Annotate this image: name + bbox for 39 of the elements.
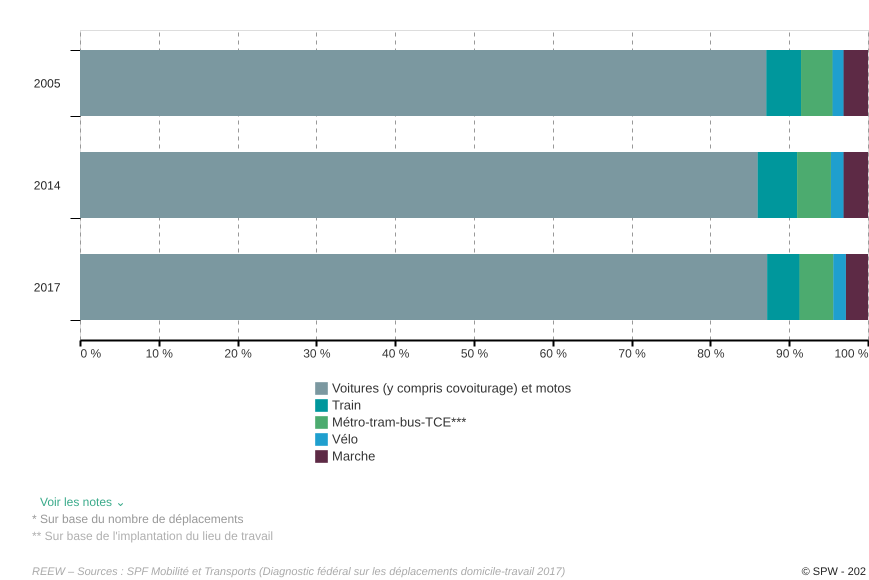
bar: [830, 152, 844, 218]
x-tick-label: 40 %: [382, 346, 410, 360]
text: © SPW - 202: [802, 566, 866, 578]
text: REEW – Sources : SPF Mobilité et Transports (Diagnostic fédéral sur les déplacements domicile-travail 2017): [32, 566, 566, 578]
bar: [767, 254, 800, 320]
bar: [844, 50, 868, 116]
x-tick-label: 10 %: [146, 346, 174, 360]
y-tick-label: 2017: [34, 280, 61, 294]
legend-label: Métro-tram-bus-TCE***: [332, 414, 466, 430]
x-tick-label: 20 %: [224, 346, 252, 360]
y-tick-label: 2005: [34, 76, 61, 91]
bar: [799, 254, 834, 320]
bar: [797, 152, 831, 218]
legend-label: Voitures (y compris covoiturage) et motos: [332, 380, 572, 396]
bar: [80, 152, 758, 218]
text: * Sur base du nombre de déplacements: [32, 512, 244, 526]
bar: [833, 254, 846, 320]
bar: [846, 254, 868, 320]
x-tick-label: 50 %: [460, 346, 488, 360]
x-tick-label: 0 %: [80, 346, 102, 360]
bar: [801, 50, 833, 116]
bar: [832, 50, 844, 116]
bar: [844, 152, 868, 218]
bar: [80, 254, 768, 320]
x-tick-label: 30 %: [303, 346, 331, 360]
bar: [758, 152, 798, 218]
x-tick-label: 60 %: [540, 346, 568, 360]
legend-label: Vélo: [332, 432, 358, 446]
x-tick-label: 70 %: [618, 346, 646, 360]
legend-label: Train: [332, 398, 362, 412]
bar: [80, 50, 766, 116]
legend-label: Marche: [332, 448, 376, 464]
text: Voir les notes ⌄: [40, 495, 126, 509]
bar: [766, 50, 802, 116]
x-tick-label: 80 %: [697, 346, 725, 360]
x-tick-label: 100 %: [834, 346, 869, 360]
x-tick-label: 90 %: [776, 346, 804, 360]
y-tick-label: 2014: [34, 178, 61, 192]
text: ** Sur base de l'implantation du lieu de travail: [32, 529, 274, 543]
